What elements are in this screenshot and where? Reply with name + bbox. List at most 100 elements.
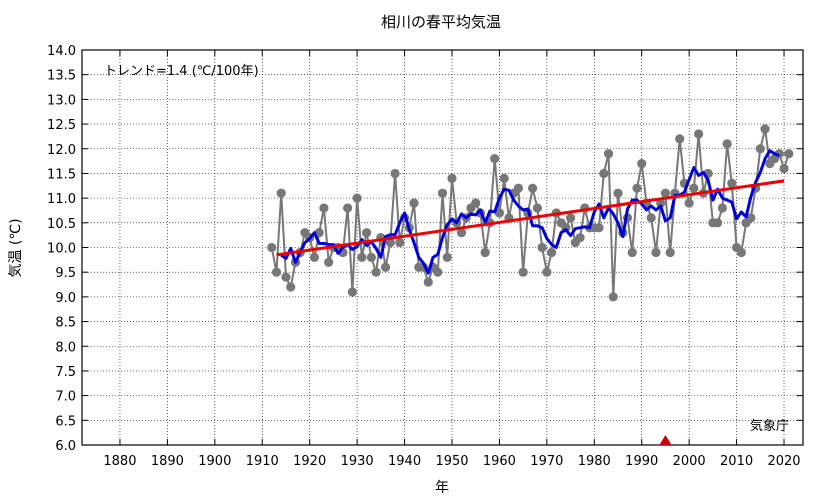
annual-point [684,198,694,208]
annual-point [575,233,585,243]
x-tick-label: 1940 [388,454,421,469]
y-tick-label: 10.0 [47,242,76,257]
annual-point [490,154,500,164]
y-tick-label: 7.0 [55,390,76,405]
annual-point [689,183,699,193]
y-tick-label: 8.0 [55,340,76,355]
annual-point [613,188,623,198]
annual-point [380,262,391,272]
annual-point [343,203,353,213]
annual-point [646,213,656,223]
annual-point [694,129,704,139]
annual-point [480,247,490,258]
y-tick-label: 9.5 [55,266,76,281]
annual-point [656,198,666,208]
annual-point [675,134,685,144]
annual-point [665,247,675,258]
y-tick-label: 10.5 [47,217,76,232]
marker-triangle-icon [659,435,672,445]
x-tick-label: 1960 [483,454,516,469]
annual-point [637,158,647,169]
annual-point [608,292,618,302]
y-tick-label: 12.5 [47,118,76,133]
annual-point [433,267,443,277]
y-tick-label: 14.0 [47,44,76,59]
annual-point [627,247,637,258]
y-tick-label: 7.5 [55,365,76,380]
x-tick-label: 1980 [578,454,611,469]
annual-point [755,144,765,154]
annual-point [546,247,557,258]
annual-point [727,178,737,188]
annual-point [599,168,609,179]
y-tick-label: 11.5 [47,167,76,182]
annual-point [660,188,671,198]
annual-point [423,277,433,287]
annual-point [722,139,732,149]
x-tick-label: 2000 [673,454,706,469]
annual-point [442,252,452,262]
annual-point [594,223,604,233]
y-tick-label: 6.0 [55,439,76,454]
annual-point [456,228,467,238]
trend-line [276,179,785,257]
x-tick-label: 1880 [103,454,136,469]
y-tick-label: 11.0 [47,192,76,207]
annual-point [528,183,538,193]
annual-point [779,163,789,174]
annual-point [760,124,770,134]
annual-point [542,267,552,277]
annual-point [385,237,395,248]
annual-point [409,198,419,208]
x-tick-label: 1990 [625,454,658,469]
annual-point [499,173,509,183]
annual-point [271,267,282,277]
annual-point [395,237,405,248]
y-tick-label: 9.0 [55,291,76,306]
x-tick-label: 1950 [435,454,468,469]
annual-point [494,208,505,218]
y-tick-label: 6.5 [55,414,76,429]
y-tick-label: 12.0 [47,143,76,158]
annual-point [632,183,642,193]
annual-point [713,218,723,228]
annual-point [352,193,362,203]
annual-point [347,287,357,297]
annual-point [267,242,277,253]
x-axis: 1880 1890 1900 1910 1920 1930 1940 1950 1960 1970… [103,50,801,469]
annual-point [371,267,381,277]
trend-label: トレンド=1.4 (℃/100年) [104,64,259,79]
annual-point [286,282,296,292]
annual-point [603,149,614,159]
annual-point [513,183,523,193]
annual-line [270,128,790,297]
annual-point [357,252,367,262]
trend-series [276,179,785,257]
annual-point [471,198,481,208]
x-tick-label: 1890 [151,454,184,469]
x-tick-label: 1970 [530,454,563,469]
annual-point [390,168,400,179]
x-tick-label: 1920 [293,454,326,469]
chart-title: 相川の春平均気温 [381,13,501,31]
annual-point [309,252,320,262]
annual-point [565,213,576,223]
source-label: 気象庁 [750,418,789,434]
annual-point [447,173,457,183]
annual-point [324,257,334,267]
annual-point [362,228,372,238]
annual-point [366,252,376,262]
y-axis-label: 気温 (℃) [8,218,24,277]
annual-point [736,247,746,258]
annual-point [532,203,542,213]
annual-point [518,267,528,277]
x-axis-label: 年 [435,480,449,496]
annual-point [281,272,291,282]
annual-point [784,149,794,159]
y-axis: 6.0 6.5 7.0 7.5 8.0 8.5 9.0 9.5 10.0 10.5 11.0 11.5… [47,44,803,454]
annual-point [437,188,448,198]
x-tick-label: 2010 [720,454,753,469]
x-tick-label: 1930 [341,454,374,469]
annual-point [717,203,727,213]
